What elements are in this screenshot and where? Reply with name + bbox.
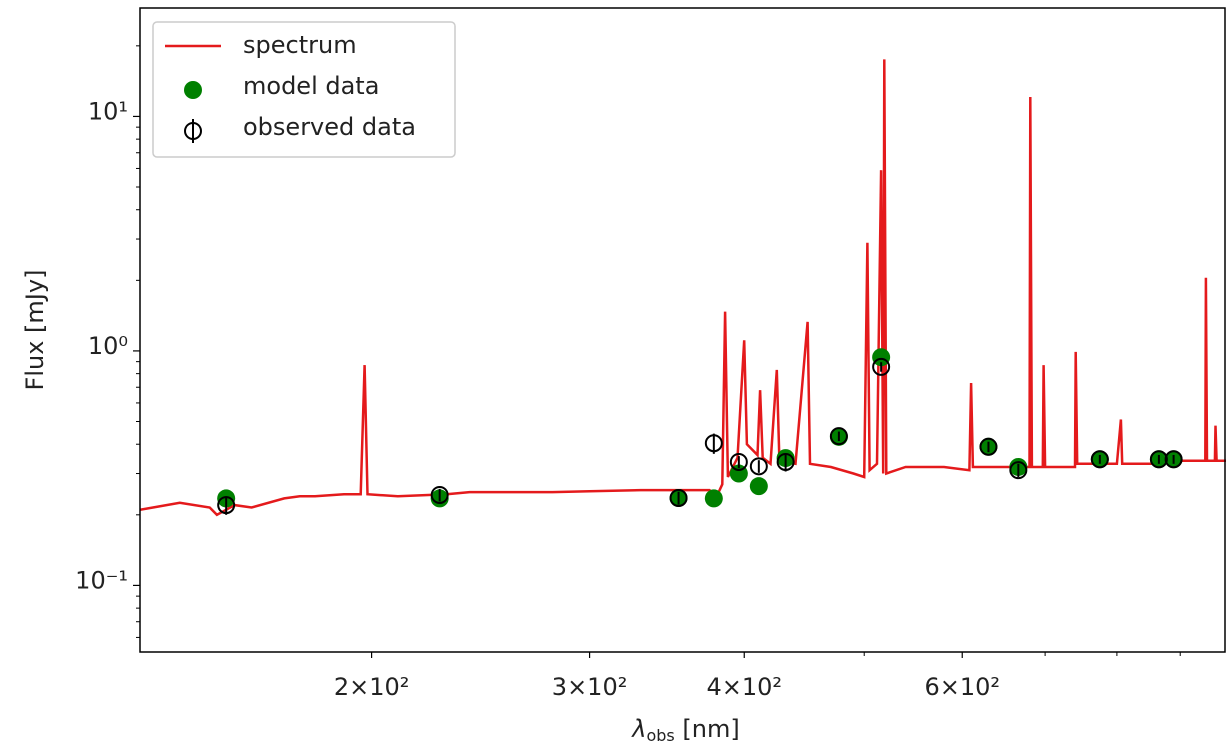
x-tick-label: 2×10²: [334, 673, 410, 701]
observed-point: [1009, 461, 1028, 480]
y-axis-label: Flux [mJy]: [21, 270, 49, 391]
observed-point: [729, 452, 748, 471]
model-point: [872, 348, 891, 367]
legend-marker: [184, 122, 202, 140]
x-label-sub: obs: [646, 726, 674, 745]
observed-point: [217, 496, 236, 515]
observed-point: [829, 427, 848, 446]
axes-frame: [139, 7, 1226, 653]
observed-point: [749, 457, 768, 476]
legend-marker: [184, 81, 202, 99]
y-tick-label: 10¹: [88, 97, 128, 125]
observed-point: [1149, 450, 1168, 469]
observed-point: [1090, 450, 1109, 469]
observed-point: [872, 357, 891, 376]
legend-box: [152, 21, 456, 158]
legend-label: model data: [243, 72, 379, 100]
observed-point: [704, 434, 723, 453]
observed-point: [669, 488, 688, 507]
spectrum-line: [140, 59, 1226, 517]
observed-point: [979, 437, 998, 456]
model-point: [749, 477, 768, 496]
x-label-rest: [nm]: [675, 715, 740, 743]
legend-label: observed data: [243, 113, 416, 141]
observed-point: [1164, 450, 1183, 469]
observed-point: [776, 452, 795, 471]
y-tick-label: 10⁻¹: [75, 566, 128, 594]
x-tick-label: 4×10²: [706, 673, 782, 701]
legend-label: spectrum: [243, 31, 357, 59]
x-tick-label: 6×10²: [924, 673, 1000, 701]
y-tick-label: 10⁰: [88, 332, 128, 360]
x-axis-label: λobs [nm]: [630, 715, 739, 745]
x-tick-label: 3×10²: [552, 673, 628, 701]
x-label-main: λ: [630, 715, 646, 743]
model-point: [704, 489, 723, 508]
plot-area: [140, 59, 1226, 517]
observed-point: [430, 485, 449, 504]
